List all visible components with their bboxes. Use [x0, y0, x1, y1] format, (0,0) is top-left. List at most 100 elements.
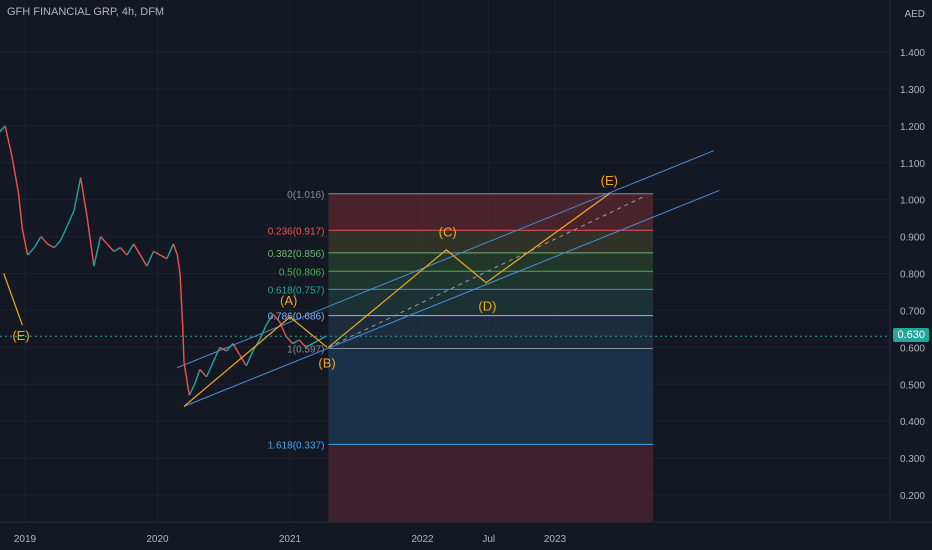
price-segment	[113, 247, 121, 252]
fib-level-label: 0.382(0.856)	[268, 249, 325, 260]
price-segment	[181, 325, 185, 363]
price-segment	[292, 339, 300, 345]
price-segment	[166, 243, 175, 260]
y-tick-label: 0.700	[900, 306, 925, 317]
price-segment	[205, 361, 214, 378]
price-segment	[79, 177, 88, 219]
y-tick-label: 0.300	[900, 454, 925, 465]
price-segment	[212, 347, 221, 363]
price-segment	[285, 335, 294, 345]
y-tick-label: 0.400	[900, 417, 925, 428]
wave-label: (A)	[280, 293, 297, 308]
price-segment	[298, 339, 307, 348]
price-segment	[126, 243, 135, 256]
chart-title: GFH FINANCIAL GRP, 4h, DFM	[7, 6, 165, 18]
price-segment	[47, 243, 55, 249]
wave-label: (E)	[601, 173, 618, 188]
price-segment	[86, 218, 95, 267]
price-segment	[225, 343, 234, 352]
currency-label: AED	[904, 9, 925, 20]
x-tick-label: 2019	[14, 534, 37, 545]
price-segment	[139, 254, 148, 267]
price-segment	[219, 346, 227, 352]
x-tick-label: 2021	[279, 534, 302, 545]
current-price-badge: 0.630	[893, 328, 929, 343]
x-tick-label: 2020	[146, 534, 169, 545]
fib-level-label: 0.618(0.757)	[268, 285, 325, 296]
projection-dotted-line	[328, 195, 646, 348]
price-segment	[27, 247, 35, 256]
fib-zone	[328, 348, 654, 445]
x-tick-label: 2023	[544, 534, 567, 545]
y-tick-label: 1.100	[900, 159, 925, 170]
price-segment	[176, 254, 181, 274]
wave-line-a-b	[183, 316, 328, 407]
channel-line	[177, 150, 715, 369]
price-segment	[245, 350, 254, 367]
x-tick-label: Jul	[482, 534, 495, 545]
price-segment	[265, 313, 274, 326]
price-segment	[17, 192, 24, 230]
price-segment	[40, 236, 49, 245]
y-tick-label: 1.300	[900, 85, 925, 96]
price-segment	[305, 343, 313, 348]
price-segment	[193, 369, 201, 385]
price-segment	[93, 236, 102, 267]
wave-label: (C)	[439, 225, 457, 240]
price-segment	[73, 177, 82, 211]
fib-zone	[328, 230, 654, 253]
y-tick-label: 1.400	[900, 48, 925, 59]
y-tick-label: 0.200	[900, 491, 925, 502]
price-segment	[239, 354, 247, 367]
fib-zone-lower	[328, 444, 654, 522]
fib-level-label: 1(0.597)	[287, 344, 324, 355]
price-segment	[60, 225, 69, 241]
fib-zone	[328, 252, 654, 272]
price-segment	[183, 361, 190, 396]
price-segment	[21, 229, 29, 256]
wave-label: (D)	[478, 298, 496, 313]
y-tick-label: 1.000	[900, 196, 925, 207]
price-segment	[100, 236, 108, 245]
price-segment	[4, 125, 13, 156]
price-segment	[188, 383, 196, 396]
price-segment	[272, 313, 280, 322]
price-segment	[278, 321, 287, 337]
price-segment	[0, 125, 6, 133]
price-segment	[258, 324, 267, 341]
price-segment	[159, 254, 168, 260]
fib-level-label: 0.236(0.917)	[268, 226, 325, 237]
y-tick-label: 0.600	[900, 343, 925, 354]
fib-zone	[328, 193, 654, 231]
price-segment	[318, 335, 327, 341]
fib-zone	[328, 271, 654, 290]
price-segment	[53, 239, 62, 249]
price-segment	[133, 243, 141, 256]
channel-line	[183, 189, 720, 407]
wave-line-early	[3, 273, 23, 326]
price-segment	[66, 210, 75, 226]
price-segment	[153, 250, 161, 256]
x-tick-label: 2022	[411, 534, 434, 545]
wave-projection-path	[328, 193, 610, 348]
fib-level-label: 0(1.016)	[287, 190, 324, 201]
price-segment	[146, 251, 155, 267]
price-segment	[199, 369, 208, 378]
price-segment	[119, 247, 128, 256]
price-segment	[179, 273, 184, 326]
price-segment	[106, 243, 115, 252]
fib-level-label: 1.618(0.337)	[268, 440, 325, 451]
y-tick-label: 0.800	[900, 270, 925, 281]
time-axis	[0, 522, 932, 550]
wave-label: (B)	[318, 356, 335, 371]
price-segment	[232, 343, 241, 356]
wave-label: (E)	[12, 328, 29, 343]
price-segment	[11, 155, 20, 193]
y-tick-label: 0.900	[900, 233, 925, 244]
y-tick-label: 1.200	[900, 122, 925, 133]
fib-level-label: 0.5(0.806)	[279, 267, 325, 278]
price-segment	[33, 236, 42, 249]
price-axis	[890, 0, 932, 550]
